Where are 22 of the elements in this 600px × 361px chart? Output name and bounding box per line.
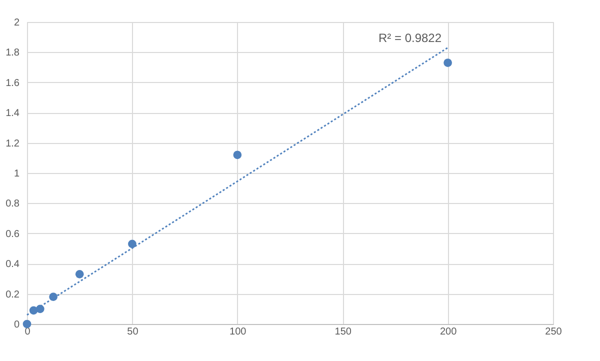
point [233, 150, 242, 160]
x-tick-label: 200 [440, 326, 458, 338]
y-tick-label: 1.6 [6, 78, 20, 89]
x-tick-label: 250 [545, 326, 562, 338]
y-tick-label: 1 [14, 168, 20, 180]
y-tick-label: 1.8 [6, 48, 20, 59]
y-tick-label: 0.4 [6, 259, 20, 270]
point [22, 320, 32, 328]
x-tick-label: 150 [334, 326, 352, 338]
point [75, 270, 84, 278]
point [444, 58, 452, 67]
y-tick-label: 0.6 [6, 228, 20, 240]
annotation: R² = 0.9822 [378, 31, 442, 45]
point [128, 240, 136, 248]
y-tick-label: 0 [14, 320, 20, 330]
y-tick-label: 1.2 [6, 138, 20, 150]
x-tick-label: 50 [127, 326, 139, 338]
y-tick-label: 0.2 [6, 289, 20, 300]
y-tick-label: 1.4 [6, 108, 20, 120]
y-tick-label: 0.8 [6, 198, 20, 210]
y-tick-label: 2 [14, 18, 20, 28]
x-tick-label: 100 [230, 326, 247, 338]
